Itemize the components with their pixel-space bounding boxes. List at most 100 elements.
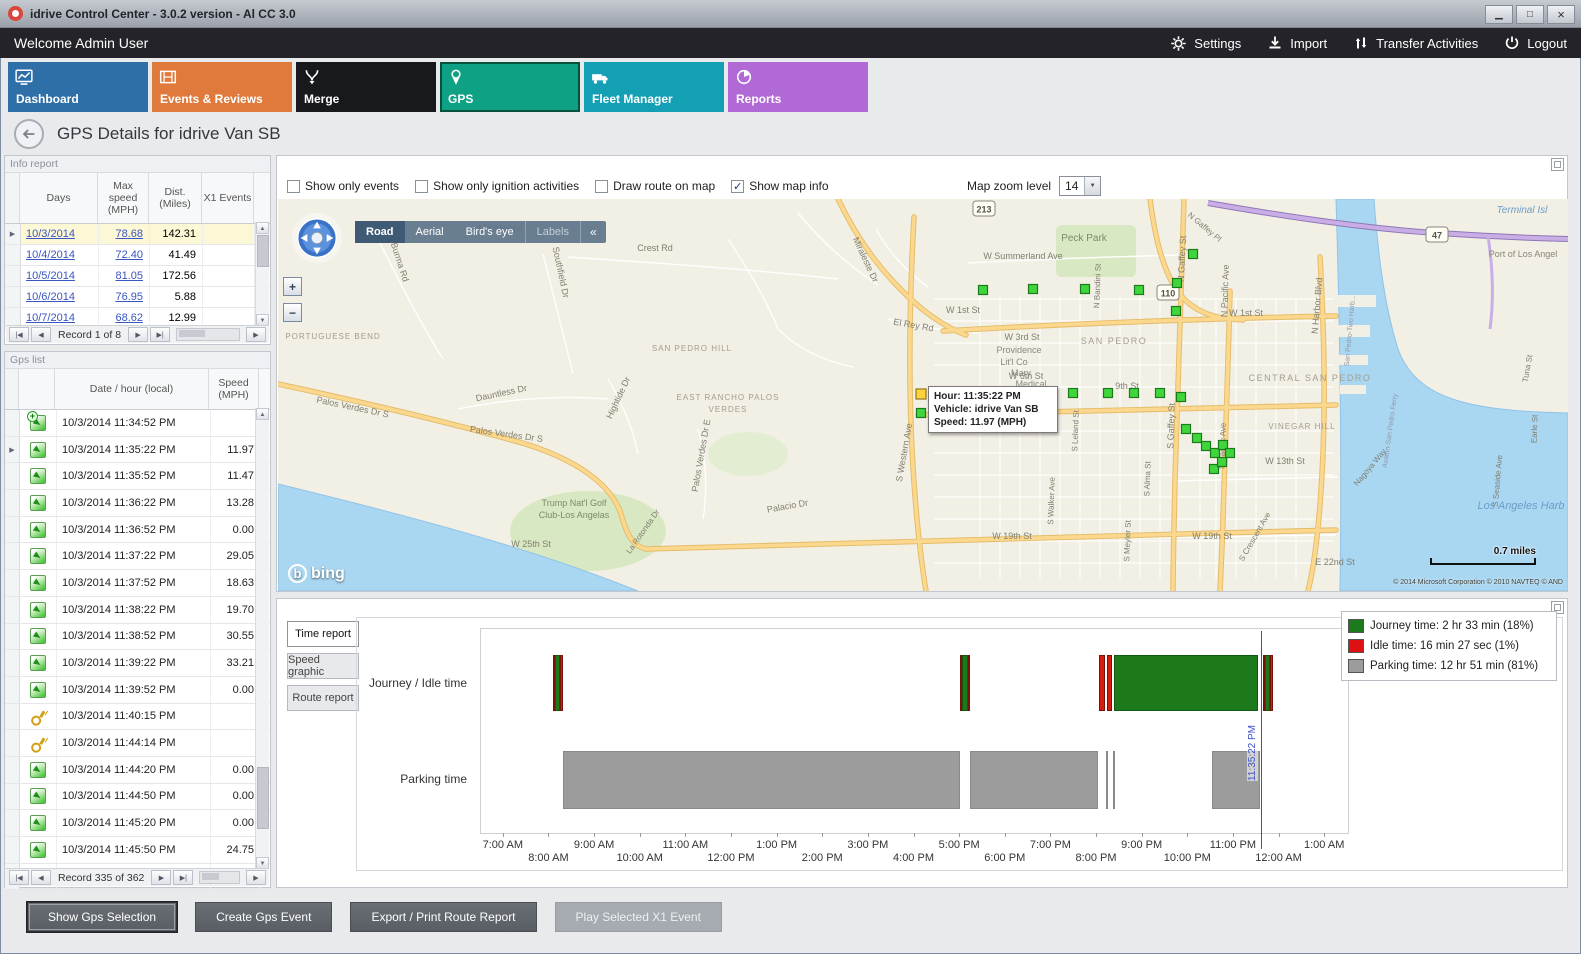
gps-point-marker[interactable] [1217, 439, 1229, 451]
create-gps-event-button[interactable]: Create Gps Event [195, 902, 333, 932]
panel-collapse-icon[interactable] [1551, 601, 1564, 614]
table-row[interactable]: 10/3/2014 11:37:52 PM 18.63 [5, 570, 270, 597]
tile-fleet-manager[interactable]: Fleet Manager [584, 62, 724, 112]
tile-dashboard[interactable]: Dashboard [8, 62, 148, 112]
table-row[interactable]: 10/3/2014 11:40:15 PM [5, 703, 270, 731]
last-record-button[interactable] [173, 870, 194, 885]
column-header-days[interactable]: Days [20, 173, 98, 223]
max-speed-link[interactable]: 76.95 [99, 287, 150, 307]
map-style-tab-road[interactable]: Road [355, 221, 405, 243]
next-record-button[interactable] [151, 870, 172, 885]
gps-point-marker[interactable] [1175, 391, 1187, 403]
logout-button[interactable]: Logout [1504, 35, 1567, 51]
gps-point-marker[interactable] [1170, 305, 1182, 317]
gps-point-marker[interactable] [1079, 283, 1091, 295]
info-report-scrollbar[interactable]: ▲ ▼ [255, 222, 269, 326]
table-row[interactable]: 10/3/2014 11:44:14 PM [5, 730, 270, 757]
gps-point-marker[interactable] [1200, 440, 1212, 452]
day-link[interactable]: 10/7/2014 [21, 308, 99, 328]
tile-merge[interactable]: Merge [296, 62, 436, 112]
column-header-max-speed[interactable]: Max speed (MPH) [98, 173, 149, 223]
day-link[interactable]: 10/6/2014 [21, 287, 99, 307]
checkbox-box[interactable]: ✓ [731, 179, 745, 193]
gps-point-marker[interactable] [1191, 432, 1203, 444]
map-bar-collapse-button[interactable]: « [580, 221, 606, 243]
table-row[interactable]: ▶ 10/3/2014 78.68 142.31 [5, 224, 270, 245]
tile-reports[interactable]: Reports [728, 62, 868, 112]
pager-extra-button[interactable] [246, 870, 266, 885]
table-row[interactable]: 10/3/2014 11:37:22 PM 29.05 [5, 543, 270, 571]
maximize-button[interactable] [1516, 5, 1544, 24]
transfer-activities-button[interactable]: Transfer Activities [1353, 35, 1478, 51]
map-style-tab-aerial[interactable]: Aerial [415, 226, 444, 238]
gps-point-marker[interactable] [1224, 447, 1236, 459]
table-row[interactable]: 10/3/2014 11:45:50 PM 24.75 [5, 837, 270, 864]
tab-speed-graphic[interactable]: Speed graphic [287, 653, 359, 679]
chevron-down-icon[interactable]: ▼ [1084, 177, 1101, 195]
minimize-button[interactable] [1485, 5, 1513, 24]
map-compass-control[interactable] [290, 211, 344, 265]
gps-point-marker[interactable] [915, 407, 927, 419]
table-row[interactable]: 10/3/2014 11:38:52 PM 30.55 [5, 623, 270, 651]
table-row[interactable]: 10/5/2014 81.05 172.56 [5, 266, 270, 287]
import-button[interactable]: Import [1267, 35, 1327, 51]
settings-button[interactable]: Settings [1170, 35, 1241, 52]
table-row[interactable]: 10/3/2014 11:38:22 PM 19.70 [5, 596, 270, 624]
max-speed-link[interactable]: 78.68 [99, 224, 150, 244]
map-style-tab-birdseye[interactable]: Bird's eye [465, 226, 514, 238]
table-row[interactable]: 10/4/2014 72.40 41.49 [5, 245, 270, 266]
table-row[interactable]: 10/3/2014 11:44:20 PM 0.00 [5, 756, 270, 784]
map-zoom-select[interactable]: 14 ▼ [1059, 176, 1102, 196]
next-record-button[interactable] [128, 327, 149, 342]
checkbox-box[interactable] [415, 179, 429, 193]
day-link[interactable]: 10/3/2014 [21, 224, 99, 244]
map-style-tab-labels[interactable]: Labels [524, 221, 580, 243]
checkbox-show-map-info[interactable]: ✓ Show map info [731, 179, 829, 193]
column-header-dist[interactable]: Dist. (Miles) [149, 173, 202, 223]
gps-point-marker[interactable] [1128, 387, 1140, 399]
table-row[interactable]: 10/3/2014 11:39:52 PM 0.00 [5, 676, 270, 704]
selected-gps-marker[interactable] [915, 388, 927, 400]
gps-point-marker[interactable] [1133, 284, 1145, 296]
first-record-button[interactable] [9, 870, 29, 885]
column-header-speed[interactable]: Speed (MPH) [209, 369, 259, 409]
table-row[interactable]: 10/3/2014 11:44:50 PM 0.00 [5, 783, 270, 811]
checkbox-box[interactable] [595, 179, 609, 193]
tab-time-report[interactable]: Time report [287, 621, 359, 647]
gps-point-marker[interactable] [1067, 387, 1079, 399]
checkbox-show-only-events[interactable]: Show only events [287, 179, 399, 193]
table-row[interactable]: 10/3/2014 11:39:22 PM 33.21 [5, 650, 270, 677]
table-row[interactable]: 10/3/2014 11:35:52 PM 11.47 [5, 463, 270, 491]
map-zoom-in-button[interactable]: + [283, 277, 302, 296]
last-record-button[interactable] [150, 327, 171, 342]
gps-point-marker[interactable] [1180, 423, 1192, 435]
first-record-button[interactable] [9, 327, 29, 342]
close-button[interactable] [1547, 5, 1575, 24]
scroll-up-icon[interactable]: ▲ [256, 222, 269, 234]
gps-list-scrollbar[interactable]: ▲ ▼ [255, 408, 269, 869]
pager-extra-button[interactable] [246, 327, 266, 342]
scroll-up-icon[interactable]: ▲ [256, 408, 269, 420]
show-gps-selection-button[interactable]: Show Gps Selection [27, 902, 178, 932]
panel-collapse-icon[interactable] [1551, 158, 1564, 171]
gps-point-marker[interactable] [1216, 456, 1228, 468]
table-row[interactable]: 10/3/2014 11:34:52 PM [5, 410, 270, 437]
gps-point-marker[interactable] [1209, 447, 1221, 459]
checkbox-draw-route-on-map[interactable]: Draw route on map [595, 179, 715, 193]
column-header-x1-events[interactable]: X1 Events [202, 173, 254, 223]
prev-record-button[interactable] [31, 327, 51, 342]
table-row[interactable]: 10/3/2014 11:45:20 PM 0.00 [5, 810, 270, 837]
max-speed-link[interactable]: 68.62 [99, 308, 150, 328]
gantt-plot-area[interactable]: 11:35:22 PM [480, 628, 1349, 849]
day-link[interactable]: 10/5/2014 [21, 266, 99, 286]
pager-scrollbar[interactable] [199, 871, 240, 884]
day-link[interactable]: 10/4/2014 [21, 245, 99, 265]
tile-events-reviews[interactable]: Events & Reviews [152, 62, 292, 112]
gps-point-marker[interactable] [1102, 387, 1114, 399]
map-zoom-out-button[interactable]: − [283, 303, 302, 322]
checkbox-show-only-ignition-activities[interactable]: Show only ignition activities [415, 179, 579, 193]
tile-gps[interactable]: GPS [440, 62, 580, 112]
play-selected-x1-event-button[interactable]: Play Selected X1 Event [554, 902, 722, 932]
gps-point-marker[interactable] [1027, 283, 1039, 295]
